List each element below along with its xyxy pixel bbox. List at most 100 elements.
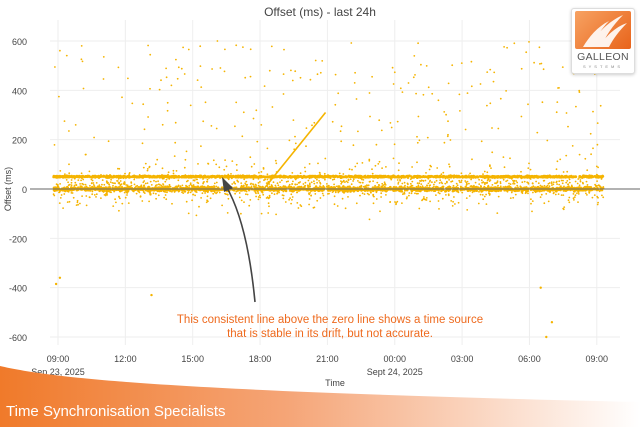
data-point xyxy=(350,42,353,44)
data-point xyxy=(579,179,582,181)
data-point xyxy=(520,67,523,70)
data-point xyxy=(300,205,303,208)
data-point xyxy=(556,183,558,186)
x-tick-label: 03:00 xyxy=(451,354,474,364)
data-point xyxy=(294,142,297,145)
data-point xyxy=(577,201,579,204)
data-point xyxy=(348,168,351,171)
data-point xyxy=(479,185,482,187)
data-point xyxy=(191,189,194,192)
data-point xyxy=(449,139,452,141)
data-point xyxy=(483,195,486,198)
data-point xyxy=(563,185,565,188)
data-point xyxy=(259,189,263,192)
x-axis-label: Time xyxy=(325,378,345,388)
data-point xyxy=(223,175,227,179)
data-point xyxy=(366,174,370,178)
data-point xyxy=(206,178,209,181)
data-point xyxy=(410,192,413,195)
x-tick-sublabel: Sep 23, 2025 xyxy=(31,367,85,377)
data-point xyxy=(142,166,145,169)
data-point xyxy=(337,175,340,178)
data-point xyxy=(268,194,271,197)
data-point xyxy=(397,189,400,192)
data-point xyxy=(499,182,502,185)
data-point xyxy=(491,184,494,186)
data-point xyxy=(250,182,253,185)
data-point xyxy=(454,203,456,205)
data-point xyxy=(530,189,532,192)
data-point xyxy=(270,45,273,48)
data-point xyxy=(362,179,365,181)
data-point xyxy=(79,202,81,205)
x-tick-label: 12:00 xyxy=(114,354,137,364)
data-point xyxy=(95,182,98,184)
data-point xyxy=(123,181,126,183)
data-point xyxy=(481,194,484,196)
data-point xyxy=(547,200,550,203)
data-point xyxy=(76,186,80,189)
data-point xyxy=(562,179,564,182)
data-point xyxy=(232,175,235,178)
data-point xyxy=(198,205,200,208)
data-point xyxy=(585,180,588,183)
data-point xyxy=(480,175,483,178)
data-point xyxy=(530,198,532,201)
data-point xyxy=(313,175,317,178)
data-point xyxy=(279,175,282,178)
data-point xyxy=(408,192,411,194)
data-point xyxy=(319,185,321,188)
data-point xyxy=(466,209,469,211)
data-point xyxy=(60,194,63,196)
data-point xyxy=(416,135,418,138)
data-point xyxy=(274,159,277,162)
data-point xyxy=(368,180,371,183)
data-point xyxy=(468,182,470,185)
data-point xyxy=(411,166,413,168)
data-point xyxy=(488,192,490,195)
data-point xyxy=(417,115,420,118)
data-point xyxy=(359,187,362,189)
data-point xyxy=(244,76,247,79)
data-point xyxy=(510,178,513,180)
data-point xyxy=(227,197,230,200)
data-point xyxy=(382,184,384,187)
data-point xyxy=(254,186,257,189)
data-point xyxy=(349,190,352,193)
data-point xyxy=(349,178,352,181)
data-point xyxy=(566,170,569,173)
data-point xyxy=(201,192,204,195)
data-point xyxy=(268,185,271,188)
data-point xyxy=(76,199,79,202)
data-point xyxy=(169,185,172,188)
data-point xyxy=(422,197,425,200)
data-point xyxy=(187,212,190,215)
data-point xyxy=(422,180,425,182)
data-point xyxy=(364,186,367,189)
data-point xyxy=(324,178,326,181)
data-point xyxy=(199,65,202,67)
data-point xyxy=(147,116,150,118)
data-point xyxy=(202,178,204,180)
data-point xyxy=(527,182,530,185)
data-point xyxy=(568,201,571,204)
data-point xyxy=(352,176,355,179)
data-point xyxy=(128,185,131,188)
data-point xyxy=(403,192,406,195)
data-point xyxy=(68,183,71,186)
data-point xyxy=(448,165,451,168)
data-point xyxy=(545,335,548,339)
data-point xyxy=(548,189,551,192)
data-point xyxy=(319,182,322,185)
data-point xyxy=(565,181,568,184)
data-point xyxy=(546,139,549,142)
data-point xyxy=(475,185,478,188)
data-point xyxy=(112,184,114,187)
data-point xyxy=(196,181,199,184)
data-point xyxy=(506,185,509,188)
data-point xyxy=(235,190,238,193)
data-point xyxy=(591,175,595,178)
data-point xyxy=(77,203,79,206)
data-point xyxy=(593,175,597,178)
data-point xyxy=(557,189,559,192)
